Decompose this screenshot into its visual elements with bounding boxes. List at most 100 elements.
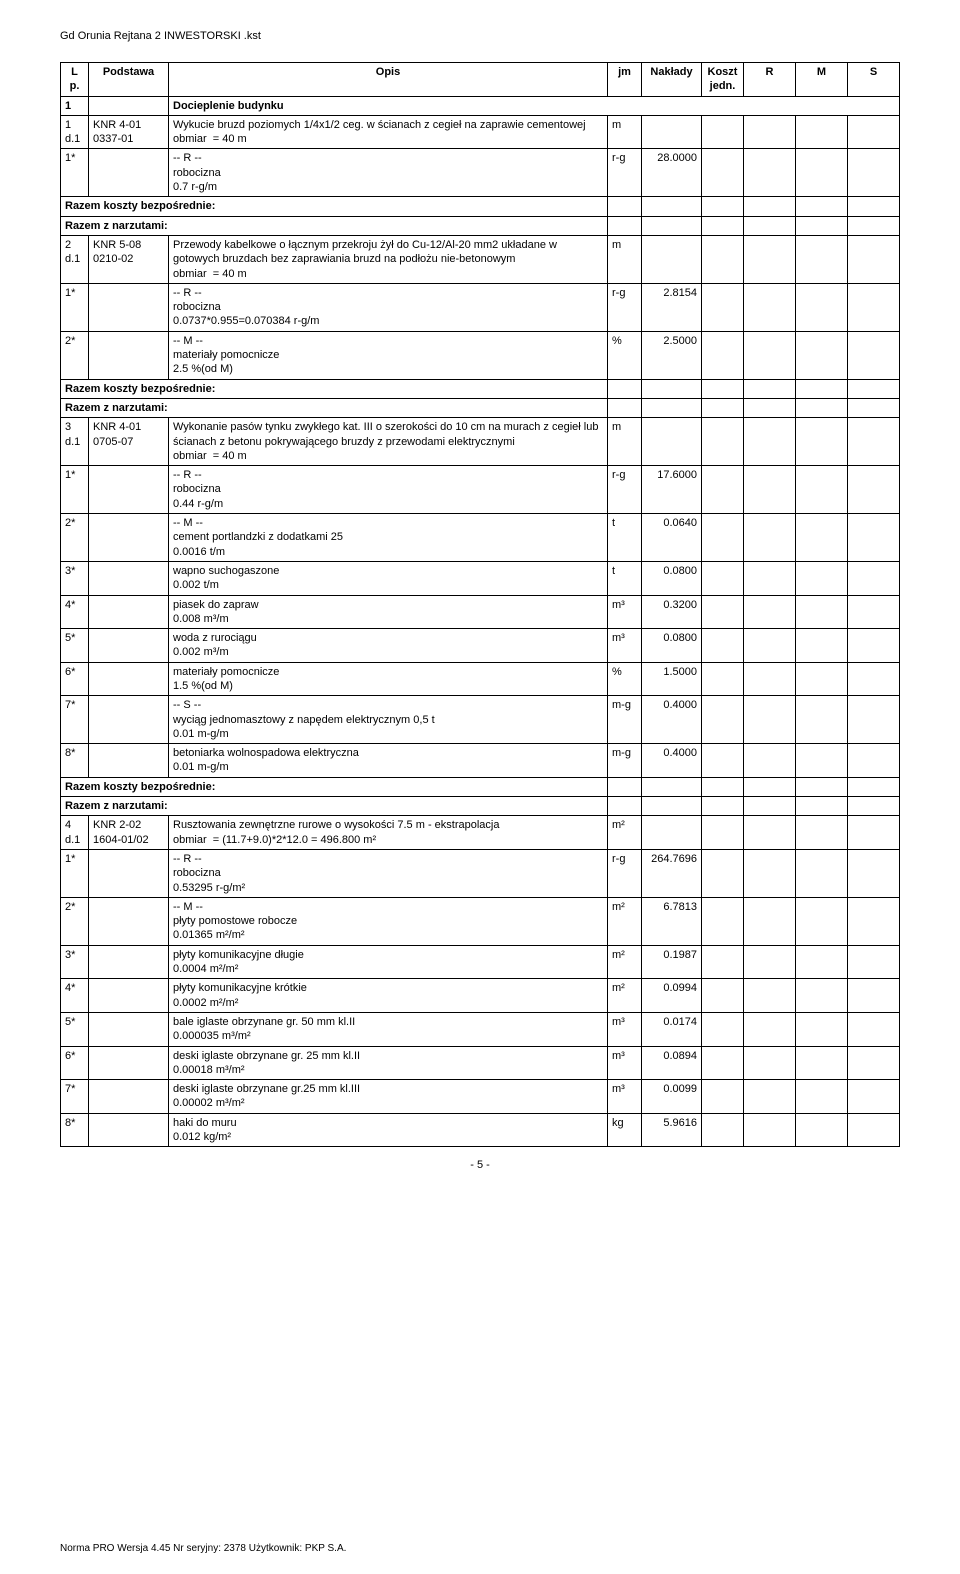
- col-jm: jm: [608, 63, 642, 97]
- table-row: 1*-- R -- robocizna 0.0737*0.955=0.07038…: [61, 283, 900, 331]
- row-s: [848, 379, 900, 398]
- row-m: [796, 115, 848, 149]
- row-nak: 0.0099: [642, 1080, 702, 1114]
- row-nak: 0.0174: [642, 1012, 702, 1046]
- row-s: [848, 283, 900, 331]
- table-row: 8*betoniarka wolnospadowa elektryczna 0.…: [61, 744, 900, 778]
- row-nak: [642, 777, 702, 796]
- table-row: 1Docieplenie budynku: [61, 96, 900, 115]
- row-kj: [702, 797, 744, 816]
- row-jm: m: [608, 115, 642, 149]
- row-jm: m³: [608, 1012, 642, 1046]
- opis-text: płyty komunikacyjne krótkie 0.0002 m²/m²: [173, 982, 307, 1008]
- razem-label: Razem z narzutami:: [61, 797, 608, 816]
- row-kj: [702, 662, 744, 696]
- row-s: [848, 897, 900, 945]
- row-s: [848, 235, 900, 283]
- row-opis: materiały pomocnicze 1.5 %(od M): [169, 662, 608, 696]
- row-jm: [608, 216, 642, 235]
- opis-text: Wykucie bruzd poziomych 1/4x1/2 ceg. w ś…: [173, 119, 586, 145]
- row-pod: [89, 1080, 169, 1114]
- row-r: [744, 331, 796, 379]
- col-s: S: [848, 63, 900, 97]
- row-jm: r-g: [608, 283, 642, 331]
- table-row: 2*-- M -- materiały pomocnicze 2.5 %(od …: [61, 331, 900, 379]
- row-s: [848, 816, 900, 850]
- row-s: [848, 797, 900, 816]
- row-jm: [608, 398, 642, 417]
- row-kj: [702, 849, 744, 897]
- row-kj: [702, 696, 744, 744]
- opis-text: -- R -- robocizna 0.7 r-g/m: [173, 152, 221, 193]
- row-r: [744, 149, 796, 197]
- row-opis: wapno suchogaszone 0.002 t/m: [169, 561, 608, 595]
- row-m: [796, 662, 848, 696]
- row-pod: [89, 744, 169, 778]
- row-jm: [608, 197, 642, 216]
- row-jm: m²: [608, 979, 642, 1013]
- row-lp: 3 d.1: [61, 418, 89, 466]
- table-row: 2*-- M -- płyty pomostowe robocze 0.0136…: [61, 897, 900, 945]
- opis-text: materiały pomocnicze 1.5 %(od M): [173, 666, 279, 692]
- opis-text: wapno suchogaszone 0.002 t/m: [173, 565, 279, 591]
- opis-text: betoniarka wolnospadowa elektryczna 0.01…: [173, 747, 359, 773]
- row-jm: r-g: [608, 466, 642, 514]
- row-s: [848, 398, 900, 417]
- table-row: 3*wapno suchogaszone 0.002 t/mt0.0800: [61, 561, 900, 595]
- row-lp: 1*: [61, 849, 89, 897]
- row-nak: 0.0800: [642, 629, 702, 663]
- table-row: 3 d.1KNR 4-01 0705-07Wykonanie pasów tyn…: [61, 418, 900, 466]
- row-m: [796, 629, 848, 663]
- row-kj: [702, 979, 744, 1013]
- row-m: [796, 979, 848, 1013]
- row-opis: piasek do zapraw 0.008 m³/m: [169, 595, 608, 629]
- table-body: 1Docieplenie budynku1 d.1KNR 4-01 0337-0…: [61, 96, 900, 1147]
- row-kj: [702, 235, 744, 283]
- row-r: [744, 283, 796, 331]
- row-lp: 4*: [61, 595, 89, 629]
- row-m: [796, 1113, 848, 1147]
- row-pod: [89, 283, 169, 331]
- row-nak: 2.8154: [642, 283, 702, 331]
- row-jm: m²: [608, 945, 642, 979]
- row-opis: betoniarka wolnospadowa elektryczna 0.01…: [169, 744, 608, 778]
- row-pod: [89, 696, 169, 744]
- row-r: [744, 1113, 796, 1147]
- col-kj: Koszt jedn.: [702, 63, 744, 97]
- row-r: [744, 744, 796, 778]
- row-m: [796, 945, 848, 979]
- table-row: Razem z narzutami:: [61, 398, 900, 417]
- row-s: [848, 1012, 900, 1046]
- row-jm: r-g: [608, 849, 642, 897]
- razem-label: Razem z narzutami:: [61, 398, 608, 417]
- row-r: [744, 1046, 796, 1080]
- row-nak: [642, 235, 702, 283]
- row-opis: -- M -- cement portlandzki z dodatkami 2…: [169, 514, 608, 562]
- row-s: [848, 514, 900, 562]
- row-opis: Wykonanie pasów tynku zwykłego kat. III …: [169, 418, 608, 466]
- row-kj: [702, 418, 744, 466]
- row-m: [796, 466, 848, 514]
- row-r: [744, 662, 796, 696]
- row-kj: [702, 1046, 744, 1080]
- row-m: [796, 849, 848, 897]
- row-pod: [89, 897, 169, 945]
- row-m: [796, 696, 848, 744]
- opis-text: -- R -- robocizna 0.44 r-g/m: [173, 469, 223, 510]
- row-s: [848, 466, 900, 514]
- row-lp: 1*: [61, 283, 89, 331]
- row-nak: [642, 197, 702, 216]
- row-lp: 1*: [61, 149, 89, 197]
- row-lp: 1: [61, 96, 89, 115]
- row-pod: KNR 5-08 0210-02: [89, 235, 169, 283]
- row-pod: [89, 466, 169, 514]
- header-row: L p. Podstawa Opis jm Nakłady Koszt jedn…: [61, 63, 900, 97]
- footer-text: Norma PRO Wersja 4.45 Nr seryjny: 2378 U…: [60, 1543, 346, 1554]
- row-kj: [702, 216, 744, 235]
- opis-text: płyty komunikacyjne długie 0.0004 m²/m²: [173, 949, 304, 975]
- row-r: [744, 979, 796, 1013]
- col-r: R: [744, 63, 796, 97]
- row-s: [848, 561, 900, 595]
- row-r: [744, 197, 796, 216]
- row-nak: 0.0894: [642, 1046, 702, 1080]
